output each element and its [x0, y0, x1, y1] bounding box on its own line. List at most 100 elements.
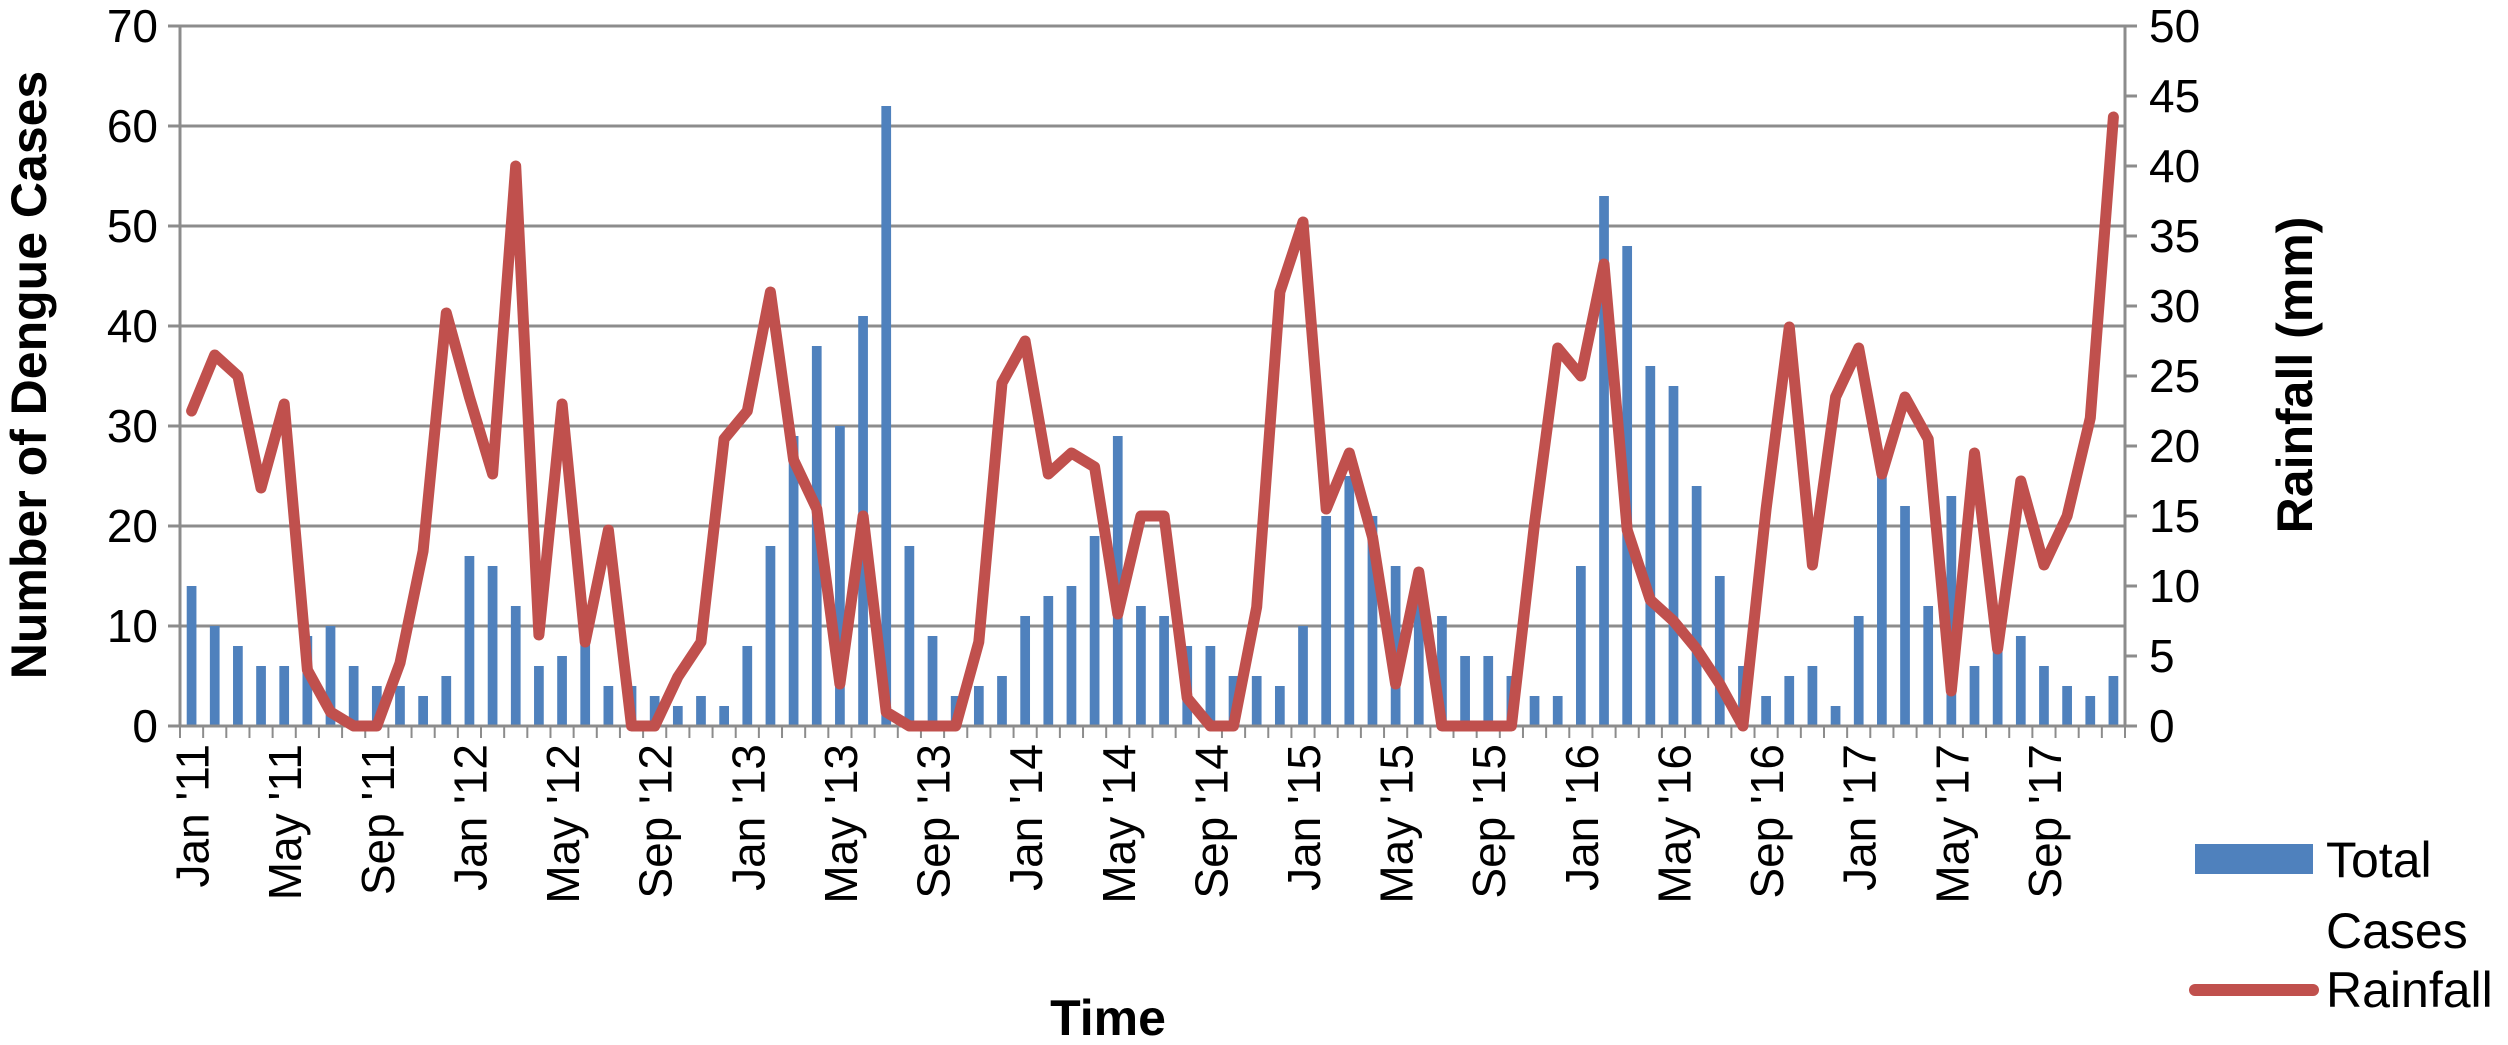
bar	[1298, 626, 1308, 726]
line-series-rainfall	[186, 111, 2119, 732]
bar	[1413, 586, 1424, 726]
bar	[441, 676, 452, 726]
left-y-axis-title: Number of Dengue Cases	[1, 71, 57, 679]
right-y-tick-label: 10	[2149, 560, 2200, 612]
rainfall-point	[1765, 508, 1767, 510]
bar	[649, 696, 660, 726]
bar	[1691, 486, 1702, 726]
bar	[256, 666, 266, 726]
rainfall-point	[746, 410, 748, 412]
rainfall-point	[1047, 473, 1049, 475]
rainfall-point	[1186, 697, 1188, 699]
rainfall-point	[1464, 725, 1466, 727]
right-y-tick-label: 30	[2149, 280, 2200, 332]
rainfall-point	[1534, 522, 1536, 524]
rainfall-point	[1603, 263, 1605, 265]
bar	[1576, 566, 1586, 726]
left-y-tick-label: 30	[107, 400, 158, 452]
bar	[395, 686, 405, 726]
left-y-tick-label: 60	[107, 100, 158, 152]
left-y-tick-label: 50	[107, 200, 158, 252]
rainfall-point	[631, 725, 633, 727]
bar	[1599, 196, 1609, 726]
rainfall-line	[186, 111, 2119, 732]
rainfall-point	[1719, 683, 1721, 685]
bar	[1761, 696, 1771, 726]
bar	[1969, 666, 1980, 726]
bar	[487, 566, 498, 726]
rainfall-point	[1024, 340, 1026, 342]
bar	[1668, 386, 1679, 726]
rainfall-point	[677, 676, 679, 678]
bar	[2085, 696, 2096, 726]
rainfall-point	[839, 683, 841, 685]
x-tick-label: Sep '15	[1463, 744, 1515, 899]
right-y-tick-labels: 0 5 10 15 20 25 30 35 40 45 50	[2149, 0, 2200, 752]
x-tick-label: Sep '12	[630, 744, 682, 899]
bar	[1020, 616, 1031, 726]
bar	[997, 676, 1007, 726]
rainfall-point	[908, 725, 910, 727]
right-y-tick-label: 20	[2149, 420, 2200, 472]
right-y-tick-label: 45	[2149, 70, 2200, 122]
bar	[1159, 616, 1169, 726]
bar	[696, 696, 706, 726]
rainfall-point	[1418, 571, 1420, 573]
left-y-tick-labels: 0 10 20 30 40 50 60 70	[107, 0, 158, 752]
rainfall-point	[1070, 452, 1072, 454]
legend-label-total-cases-line2: Cases	[2326, 903, 2468, 959]
rainfall-point	[445, 312, 447, 314]
rainfall-point	[1302, 221, 1304, 223]
legend-label-total-cases-line1: Total	[2326, 832, 2432, 888]
rainfall-point	[237, 375, 239, 377]
x-tick-label: May '14	[1093, 744, 1145, 904]
x-tick-label: Jan '15	[1278, 744, 1330, 891]
x-tick-label: May '11	[259, 744, 311, 900]
bar	[1344, 476, 1355, 726]
bar	[1923, 606, 1934, 726]
x-tick-label: May '15	[1371, 744, 1423, 904]
left-y-tick-label: 70	[107, 0, 158, 52]
right-y-tick-label: 35	[2149, 210, 2200, 262]
x-tick-label: Sep '17	[2019, 744, 2071, 899]
bar	[672, 706, 683, 726]
rainfall-point	[376, 725, 378, 727]
legend-swatch-total-cases	[2195, 844, 2313, 874]
left-y-tick-label: 0	[132, 700, 158, 752]
right-y-tick-label: 15	[2149, 490, 2200, 542]
bar	[1529, 696, 1540, 726]
rainfall-point	[1395, 683, 1397, 685]
rainfall-point	[1626, 529, 1628, 531]
rainfall-point	[1788, 326, 1790, 328]
bar	[1205, 646, 1216, 726]
rainfall-point	[723, 438, 725, 440]
rainfall-point	[1580, 375, 1582, 377]
x-tick-label: Jan '13	[722, 744, 774, 891]
rainfall-point	[1557, 347, 1559, 349]
rainfall-point	[1858, 347, 1860, 349]
bar	[371, 686, 382, 726]
rainfall-point	[932, 725, 934, 727]
bar	[1552, 696, 1563, 726]
rainfall-point	[306, 669, 308, 671]
bar	[233, 646, 243, 726]
rainfall-point	[862, 515, 864, 517]
rainfall-point	[793, 459, 795, 461]
x-tick-label: Sep '11	[352, 744, 404, 895]
right-y-tick-label: 50	[2149, 0, 2200, 52]
bar	[1853, 616, 1864, 726]
rainfall-point	[607, 529, 609, 531]
rainfall-point	[1233, 725, 1235, 727]
left-y-tick-label: 20	[107, 500, 158, 552]
bar	[1946, 496, 1957, 726]
rainfall-point	[1649, 599, 1651, 601]
bar	[1714, 576, 1725, 726]
bar	[1274, 686, 1285, 726]
rainfall-point	[700, 641, 702, 643]
rainfall-point	[353, 725, 355, 727]
bar	[1089, 536, 1100, 726]
bar	[719, 706, 729, 726]
rainfall-point	[816, 508, 818, 510]
axes	[168, 24, 2137, 738]
bar	[1830, 706, 1841, 726]
